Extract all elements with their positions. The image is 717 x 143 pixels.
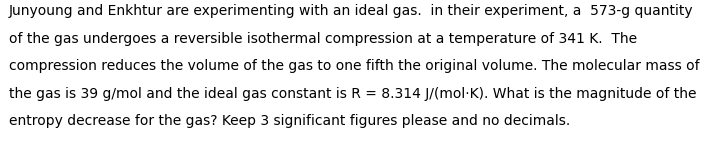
Text: Junyoung and Enkhtur are experimenting with an ideal gas.  in their experiment, : Junyoung and Enkhtur are experimenting w… <box>9 4 693 18</box>
Text: of the gas undergoes a reversible isothermal compression at a temperature of 341: of the gas undergoes a reversible isothe… <box>9 32 637 46</box>
Text: entropy decrease for the gas? Keep 3 significant figures please and no decimals.: entropy decrease for the gas? Keep 3 sig… <box>9 114 570 128</box>
Text: compression reduces the volume of the gas to one fifth the original volume. The : compression reduces the volume of the ga… <box>9 59 699 73</box>
Text: the gas is 39 g/mol and the ideal gas constant is R = 8.314 J/(mol·K). What is t: the gas is 39 g/mol and the ideal gas co… <box>9 87 696 101</box>
